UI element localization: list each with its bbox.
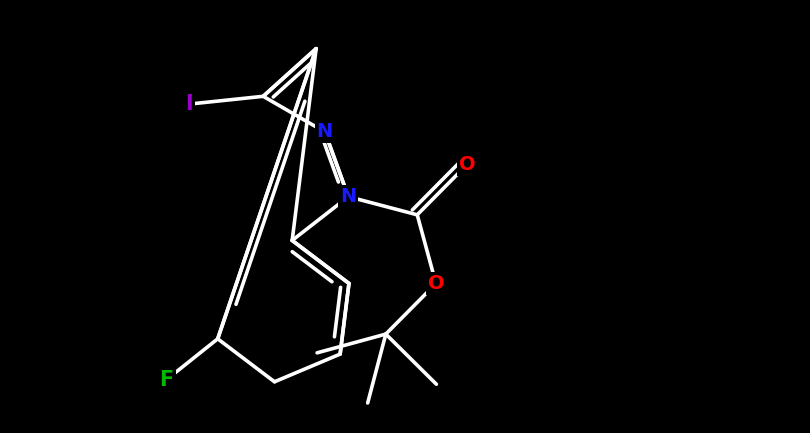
- Text: N: N: [317, 123, 333, 142]
- Text: O: O: [459, 155, 475, 174]
- Text: I: I: [185, 94, 193, 114]
- Text: F: F: [160, 370, 173, 390]
- Text: N: N: [340, 187, 356, 206]
- Text: O: O: [428, 274, 444, 293]
